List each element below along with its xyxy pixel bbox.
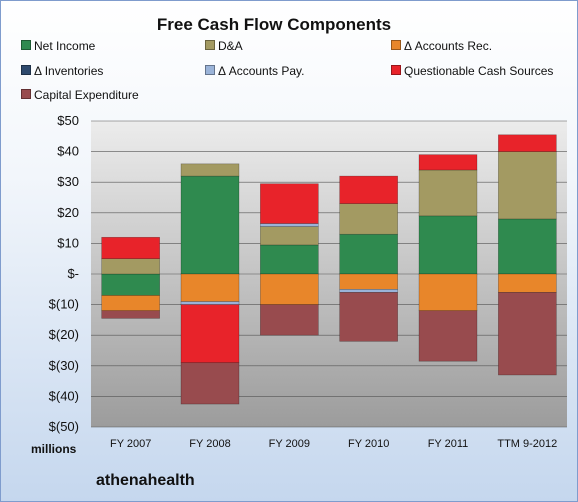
legend-swatch-inventories bbox=[21, 65, 31, 75]
legend-label-inventories: Δ Inventories bbox=[34, 64, 104, 78]
bar-questionable-cash-sources-fy-2007 bbox=[101, 236, 160, 259]
x-tick-label: TTM 9-2012 bbox=[497, 438, 557, 450]
bar-capital-expenditure-fy-2009 bbox=[260, 304, 319, 336]
legend-da: D&A bbox=[205, 39, 243, 53]
bar-d-a-fy-2011 bbox=[418, 169, 478, 217]
y-tick-label: $10 bbox=[57, 235, 79, 250]
x-tick-label: FY 2008 bbox=[189, 438, 230, 450]
bar-net-income-fy-2008 bbox=[180, 175, 240, 275]
y-tick-label: $(30) bbox=[49, 358, 79, 373]
y-tick-label: $(40) bbox=[49, 388, 79, 403]
bar-net-income-ttm-9-2012 bbox=[498, 218, 557, 275]
legend-label-accounts-pay: Δ Accounts Pay. bbox=[218, 64, 305, 78]
legend-swatch-da bbox=[205, 40, 215, 50]
bar-accounts-rec-ttm-9-2012 bbox=[498, 273, 557, 293]
bar-net-income-fy-2011 bbox=[418, 215, 478, 275]
legend-capital-expenditure: Capital Expenditure bbox=[21, 88, 139, 102]
bar-accounts-pay-fy-2009 bbox=[260, 223, 319, 227]
x-tick-label: FY 2010 bbox=[348, 438, 389, 450]
bar-accounts-rec-fy-2010 bbox=[339, 273, 398, 290]
y-tick-label: $20 bbox=[57, 205, 79, 220]
legend-label-accounts-rec: Δ Accounts Rec. bbox=[404, 39, 493, 53]
bar-accounts-rec-fy-2007 bbox=[101, 295, 160, 312]
bar-questionable-cash-sources-fy-2011 bbox=[418, 154, 478, 171]
bar-capital-expenditure-fy-2010 bbox=[339, 292, 398, 342]
legend-swatch-questionable-cash bbox=[391, 65, 401, 75]
legend-accounts-pay: Δ Accounts Pay. bbox=[205, 64, 305, 78]
bar-accounts-rec-fy-2011 bbox=[418, 273, 478, 312]
y-tick-label: $- bbox=[67, 266, 79, 281]
bar-accounts-rec-fy-2009 bbox=[260, 273, 319, 305]
bar-d-a-fy-2010 bbox=[339, 203, 398, 235]
y-tick-label: $50 bbox=[57, 113, 79, 128]
bar-questionable-cash-sources-fy-2009 bbox=[260, 183, 319, 224]
legend-net-income: Net Income bbox=[21, 39, 95, 53]
bar-accounts-pay-fy-2008 bbox=[180, 301, 240, 305]
bar-net-income-fy-2007 bbox=[101, 273, 160, 296]
x-tick-label: FY 2009 bbox=[269, 438, 310, 450]
legend-questionable-cash: Questionable Cash Sources bbox=[391, 64, 553, 78]
y-tick-label: $30 bbox=[57, 174, 79, 189]
bar-d-a-fy-2007 bbox=[101, 258, 160, 275]
bar-questionable-cash-sources-fy-2010 bbox=[339, 175, 398, 204]
legend-label-da: D&A bbox=[218, 39, 243, 53]
bar-capital-expenditure-ttm-9-2012 bbox=[498, 292, 557, 376]
legend-swatch-net-income bbox=[21, 40, 31, 50]
chart-title: Free Cash Flow Components bbox=[156, 15, 392, 34]
y-tick-label: $(10) bbox=[49, 297, 79, 312]
bar-net-income-fy-2010 bbox=[339, 233, 398, 275]
bar-questionable-cash-sources-ttm-9-2012 bbox=[498, 134, 557, 152]
units-label: millions bbox=[31, 442, 77, 456]
y-tick-label: $(20) bbox=[49, 327, 79, 342]
bar-capital-expenditure-fy-2007 bbox=[101, 310, 160, 319]
bar-d-a-fy-2009 bbox=[260, 226, 319, 246]
bar-accounts-pay-fy-2010 bbox=[339, 288, 398, 293]
x-tick-label: FY 2007 bbox=[110, 438, 151, 450]
legend-inventories: Δ Inventories bbox=[21, 64, 103, 78]
legend-swatch-accounts-pay bbox=[205, 65, 215, 75]
legend-label-questionable-cash: Questionable Cash Sources bbox=[404, 64, 554, 78]
company-label: athenahealth bbox=[96, 472, 195, 489]
bar-questionable-cash-sources-fy-2008 bbox=[180, 304, 240, 364]
y-tick-label: $40 bbox=[57, 144, 79, 159]
bar-d-a-ttm-9-2012 bbox=[498, 151, 557, 220]
y-tick-label: $(50) bbox=[49, 419, 79, 434]
legend-label-net-income: Net Income bbox=[34, 39, 96, 53]
x-tick-label: FY 2011 bbox=[428, 438, 469, 450]
bar-net-income-fy-2009 bbox=[260, 244, 319, 275]
legend-swatch-capital-expenditure bbox=[21, 89, 31, 99]
legend-accounts-rec: Δ Accounts Rec. bbox=[391, 39, 492, 53]
legend-swatch-accounts-rec bbox=[391, 40, 401, 50]
legend-label-capital-expenditure: Capital Expenditure bbox=[34, 88, 139, 102]
bar-accounts-rec-fy-2008 bbox=[180, 273, 240, 302]
bar-d-a-fy-2008 bbox=[180, 163, 240, 177]
bar-capital-expenditure-fy-2008 bbox=[180, 362, 240, 405]
bar-capital-expenditure-fy-2011 bbox=[418, 310, 478, 362]
